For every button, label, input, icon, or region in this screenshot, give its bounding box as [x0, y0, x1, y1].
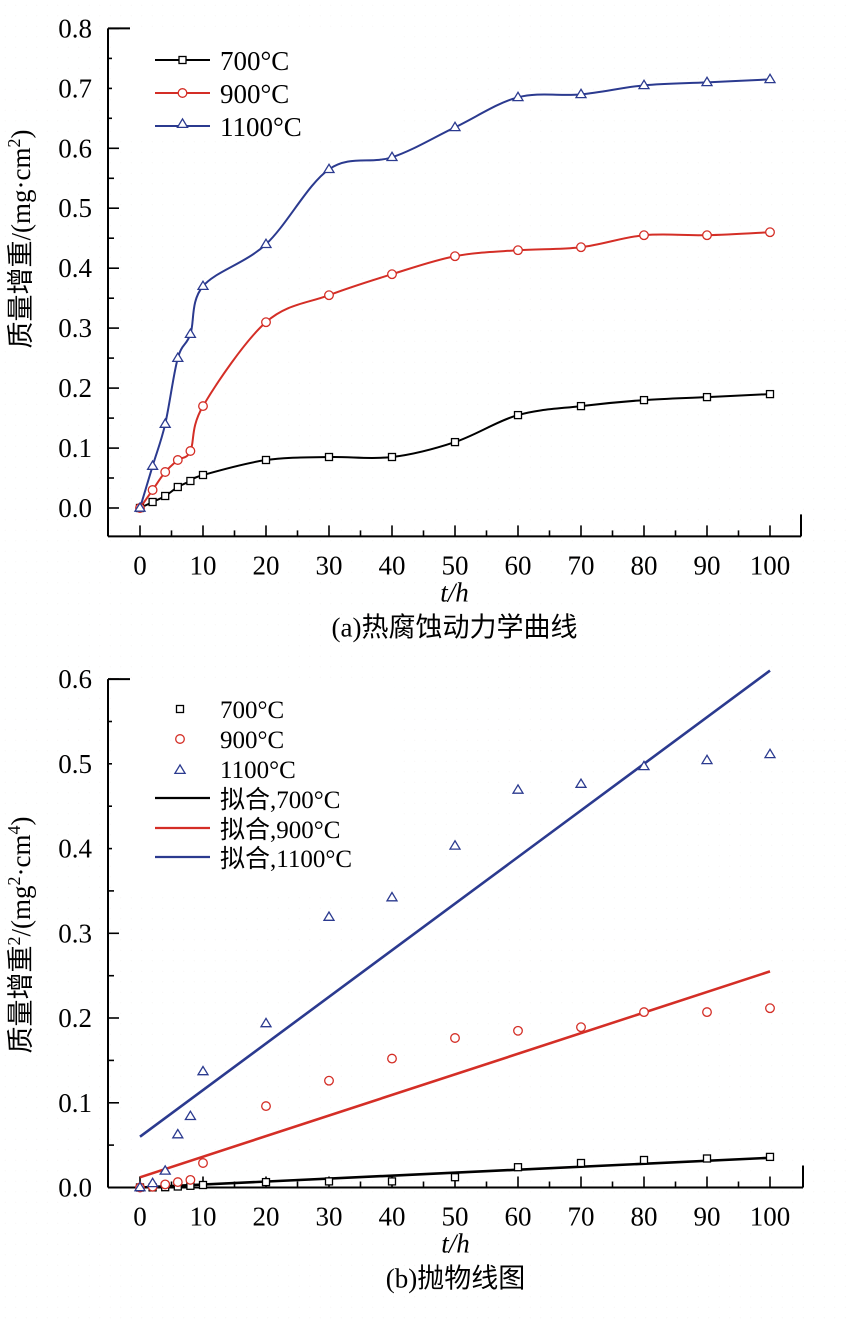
svg-text:100: 100 — [750, 550, 791, 580]
svg-text:拟合,1100°C: 拟合,1100°C — [220, 845, 352, 873]
svg-text:0.0: 0.0 — [58, 1173, 92, 1203]
svg-text:60: 60 — [505, 550, 532, 580]
svg-text:0.2: 0.2 — [58, 1003, 92, 1033]
svg-text:质量增重/(mg·cm2): 质量增重/(mg·cm2) — [4, 130, 36, 349]
svg-text:0.6: 0.6 — [58, 664, 92, 694]
svg-text:30: 30 — [316, 550, 343, 580]
svg-text:0.5: 0.5 — [58, 193, 92, 223]
svg-text:1100°C: 1100°C — [220, 112, 302, 142]
svg-text:(a)热腐蚀动力学曲线: (a)热腐蚀动力学曲线 — [332, 612, 578, 642]
svg-text:0: 0 — [133, 1202, 147, 1232]
svg-text:50: 50 — [442, 1202, 469, 1232]
svg-text:拟合,900°C: 拟合,900°C — [220, 816, 340, 844]
svg-text:80: 80 — [631, 1202, 658, 1232]
svg-text:20: 20 — [253, 1202, 280, 1232]
svg-text:70: 70 — [568, 1202, 595, 1232]
svg-text:80: 80 — [631, 550, 658, 580]
svg-text:10: 10 — [190, 550, 217, 580]
svg-text:900°C: 900°C — [220, 79, 289, 109]
svg-text:0.4: 0.4 — [58, 834, 92, 864]
svg-text:t/h: t/h — [441, 1229, 470, 1259]
svg-text:0.1: 0.1 — [58, 433, 92, 463]
svg-text:0.4: 0.4 — [58, 253, 92, 283]
svg-text:30: 30 — [316, 1202, 343, 1232]
svg-text:60: 60 — [505, 1202, 532, 1232]
svg-text:10: 10 — [190, 1202, 217, 1232]
svg-text:(b)抛物线图: (b)抛物线图 — [386, 1264, 525, 1294]
svg-text:0.3: 0.3 — [58, 313, 92, 343]
svg-text:0.8: 0.8 — [58, 13, 92, 43]
svg-text:0.1: 0.1 — [58, 1088, 92, 1118]
svg-text:0.0: 0.0 — [58, 493, 92, 523]
svg-text:拟合,700°C: 拟合,700°C — [220, 786, 340, 814]
svg-text:0.6: 0.6 — [58, 133, 92, 163]
svg-text:700°C: 700°C — [220, 697, 284, 724]
svg-text:90: 90 — [694, 550, 721, 580]
svg-text:100: 100 — [750, 1202, 791, 1232]
svg-text:900°C: 900°C — [220, 727, 284, 754]
svg-text:20: 20 — [253, 550, 280, 580]
svg-text:70: 70 — [568, 550, 595, 580]
svg-text:40: 40 — [379, 550, 406, 580]
svg-text:t/h: t/h — [440, 577, 469, 607]
svg-text:40: 40 — [379, 1202, 406, 1232]
svg-text:700°C: 700°C — [220, 46, 289, 76]
svg-text:0.2: 0.2 — [58, 373, 92, 403]
svg-text:1100°C: 1100°C — [220, 757, 296, 784]
svg-text:0.3: 0.3 — [58, 918, 92, 948]
svg-text:50: 50 — [442, 550, 469, 580]
svg-text:0.7: 0.7 — [58, 73, 92, 103]
svg-text:0: 0 — [133, 550, 147, 580]
svg-text:90: 90 — [694, 1202, 721, 1232]
svg-text:质量增重2/(mg2·cm4): 质量增重2/(mg2·cm4) — [4, 817, 36, 1054]
svg-text:0.5: 0.5 — [58, 749, 92, 779]
